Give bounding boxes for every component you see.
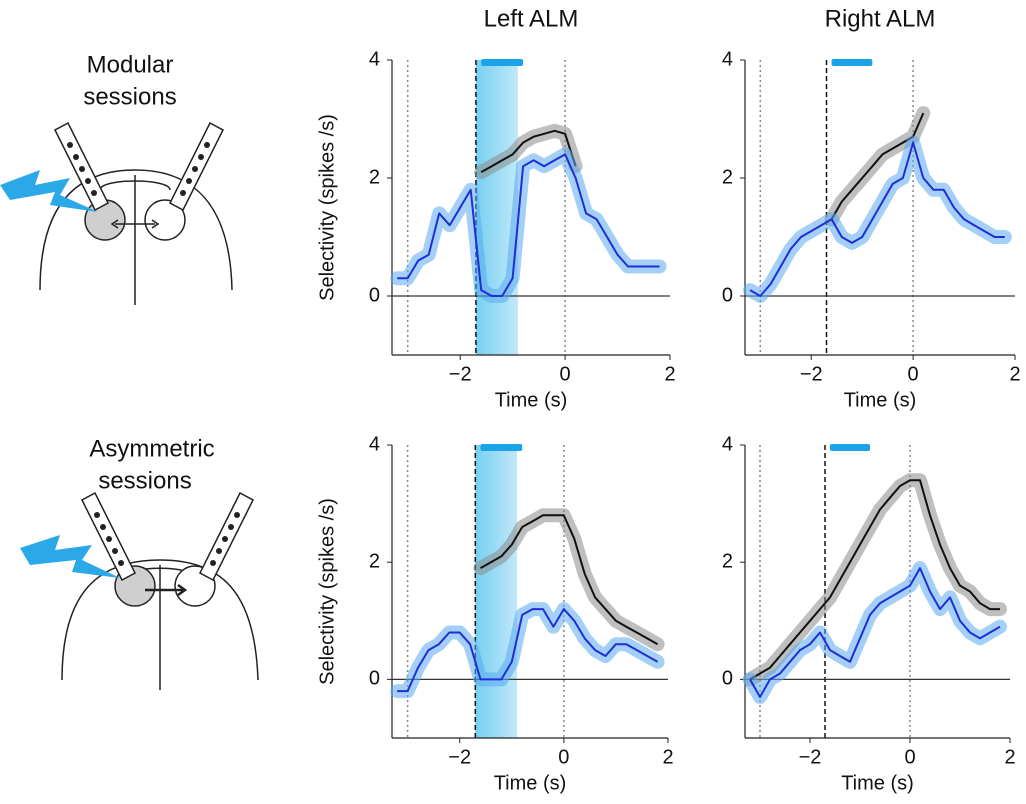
x-tick-label: −2 — [799, 746, 822, 768]
y-axis-label: Selectivity (spikes /s) — [316, 114, 338, 301]
y-tick-label: 2 — [369, 550, 380, 572]
stim-shading — [475, 60, 518, 355]
laser-bar — [480, 444, 523, 451]
laser-bar — [830, 444, 870, 451]
x-tick-label: 2 — [1009, 363, 1020, 385]
row-label: Modular — [87, 51, 174, 78]
brain-diagram — [20, 491, 259, 690]
y-tick-label: 2 — [722, 550, 733, 572]
x-tick-label: 2 — [662, 746, 673, 768]
row-label: Asymmetric — [89, 435, 214, 462]
row-label: sessions — [98, 467, 191, 494]
laser-bar — [481, 59, 524, 66]
x-tick-label: 0 — [904, 746, 915, 768]
y-axis-label: Selectivity (spikes /s) — [316, 498, 338, 685]
chart-title: Left ALM — [484, 5, 579, 32]
chart-title: Right ALM — [825, 5, 936, 32]
series-line — [397, 608, 659, 693]
x-tick-label: −2 — [449, 363, 472, 385]
x-tick-label: 2 — [664, 363, 675, 385]
y-tick-label: 4 — [722, 433, 733, 455]
stim-shading — [475, 445, 517, 738]
x-tick-label: 0 — [558, 746, 569, 768]
y-tick-label: 4 — [369, 433, 380, 455]
series-line — [480, 129, 577, 173]
y-tick-label: 4 — [369, 48, 380, 70]
x-tick-label: 0 — [908, 363, 919, 385]
y-tick-label: 2 — [369, 166, 380, 188]
row-label: sessions — [83, 83, 176, 110]
y-tick-label: 0 — [722, 668, 733, 690]
series-line — [749, 567, 1001, 698]
y-tick-label: 4 — [722, 48, 733, 70]
x-axis-label: Time (s) — [494, 772, 567, 794]
x-tick-label: −2 — [800, 363, 823, 385]
laser-bar — [831, 59, 873, 66]
x-axis-label: Time (s) — [844, 389, 917, 411]
y-tick-label: 0 — [369, 668, 380, 690]
series-line — [749, 141, 1005, 297]
y-tick-label: 2 — [722, 166, 733, 188]
series-line — [749, 479, 1000, 681]
series-band — [743, 473, 1007, 687]
y-tick-label: 0 — [369, 284, 380, 306]
series-line — [397, 153, 660, 297]
x-axis-label: Time (s) — [841, 772, 914, 794]
x-tick-label: 2 — [1004, 746, 1015, 768]
brain-diagram — [0, 121, 233, 305]
y-tick-label: 0 — [722, 284, 733, 306]
x-tick-label: −2 — [448, 746, 471, 768]
x-axis-label: Time (s) — [495, 389, 568, 411]
x-tick-label: 0 — [560, 363, 571, 385]
series-line — [480, 514, 659, 646]
